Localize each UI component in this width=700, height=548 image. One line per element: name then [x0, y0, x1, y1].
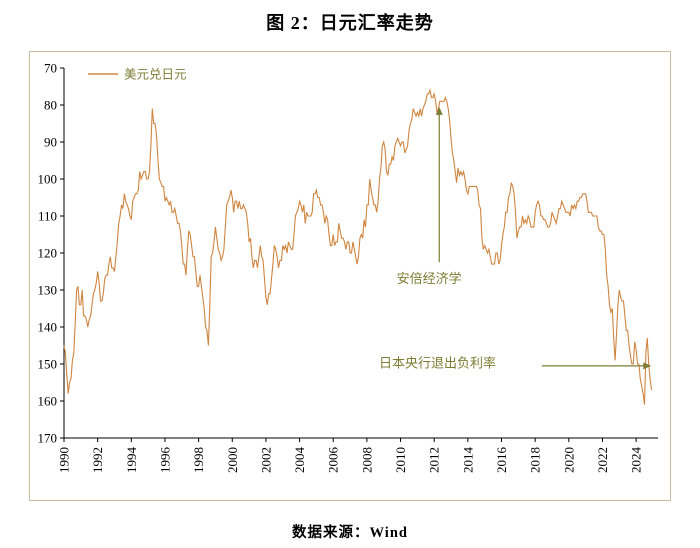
y-tick-label: 110: [38, 209, 57, 224]
x-tick-label: 2022: [595, 447, 610, 473]
x-tick-label: 2024: [629, 447, 644, 474]
x-tick-label: 2020: [561, 447, 576, 473]
x-tick-label: 2018: [528, 447, 543, 473]
y-tick-label: 90: [44, 135, 57, 150]
y-tick-label: 170: [38, 431, 58, 446]
x-tick-label: 2004: [292, 447, 307, 474]
y-tick-label: 140: [38, 320, 58, 335]
y-tick-label: 100: [38, 172, 58, 187]
annotation-arrowhead-up: [435, 106, 443, 115]
x-tick-label: 2012: [427, 447, 442, 473]
y-tick-label: 130: [38, 283, 58, 298]
y-tick-label: 120: [38, 246, 58, 261]
x-tick-label: 2006: [326, 447, 341, 474]
chart-plot-box: 70 80 90 100 110 120 130 140 150 160 170 1990 1992 19…: [29, 51, 671, 501]
legend-label: 美元兑日元: [124, 68, 187, 82]
annotation-arrowhead-right: [643, 362, 652, 370]
x-tick-label: 2014: [460, 447, 475, 474]
x-tick-label: 1992: [90, 447, 105, 473]
annotation-text: 安倍经济学: [397, 271, 462, 286]
x-tick-label: 2016: [494, 447, 509, 474]
x-tick-label: 1996: [157, 447, 172, 474]
x-tick-label: 2000: [225, 447, 240, 473]
chart-title: 图 2：日元汇率走势: [266, 13, 434, 33]
x-tick-label: 1990: [57, 447, 72, 473]
y-tick-label: 150: [38, 357, 58, 372]
data-source: 数据来源：Wind: [292, 525, 408, 541]
usdjpy-series-line: [63, 88, 653, 405]
y-tick-label: 70: [44, 61, 57, 76]
annotation-text: 日本央行退出负利率: [379, 355, 496, 370]
x-tick-label: 2002: [258, 447, 273, 473]
x-tick-label: 2010: [393, 447, 408, 473]
y-tick-label: 160: [38, 394, 58, 409]
x-tick-label: 1998: [191, 447, 206, 473]
y-tick-label: 80: [44, 98, 57, 113]
x-tick-label: 1994: [124, 447, 139, 474]
x-tick-label: 2008: [359, 447, 374, 473]
